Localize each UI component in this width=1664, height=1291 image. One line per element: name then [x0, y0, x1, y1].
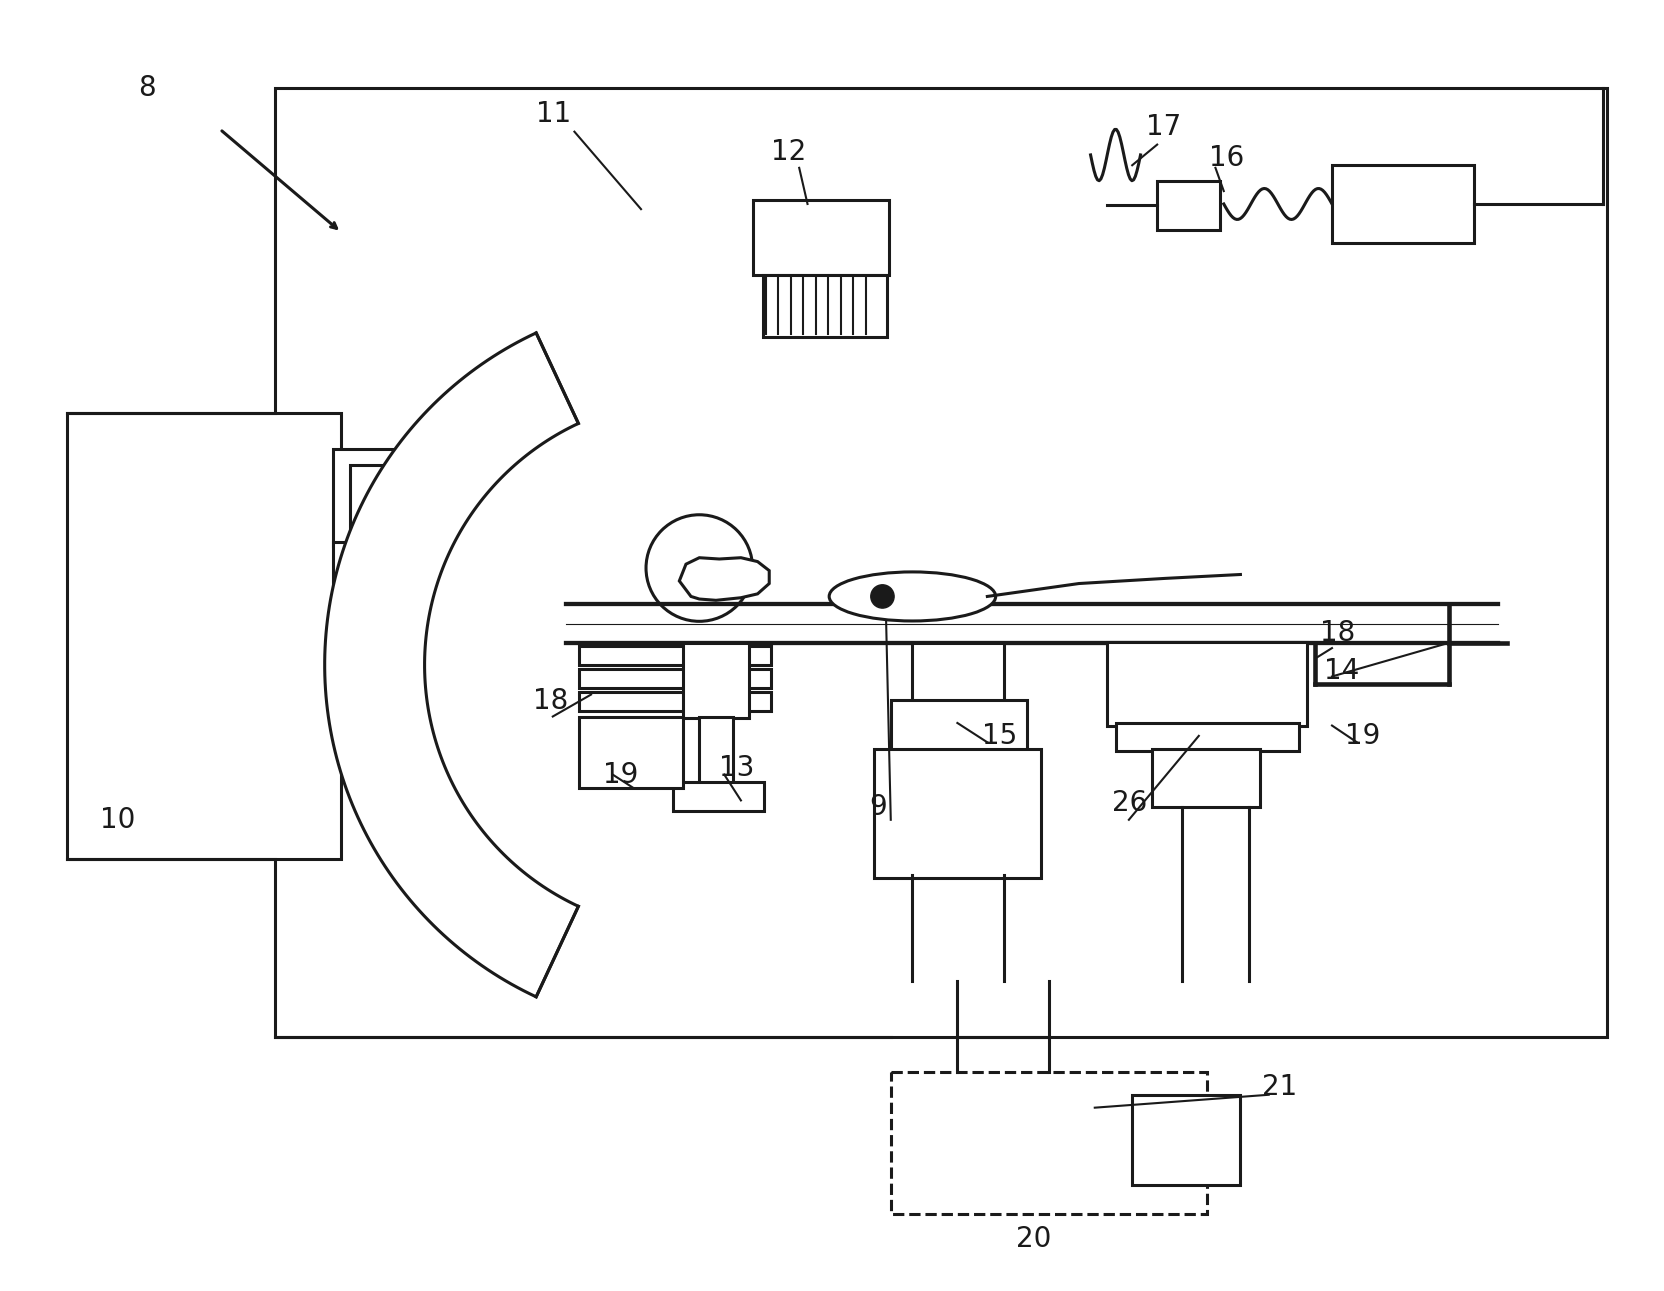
Bar	[579, 646, 770, 665]
Text: 18: 18	[1320, 618, 1354, 647]
Bar	[275, 88, 1606, 1037]
Bar	[752, 200, 889, 275]
Text: 9: 9	[869, 793, 887, 821]
Text: 20: 20	[1015, 1225, 1050, 1254]
Bar	[874, 749, 1040, 878]
Text: 16: 16	[1208, 143, 1243, 172]
Bar	[1132, 1095, 1240, 1185]
Text: 12: 12	[770, 138, 805, 167]
Text: 8: 8	[138, 74, 156, 102]
Polygon shape	[679, 558, 769, 600]
Text: 21: 21	[1261, 1073, 1296, 1101]
Bar	[333, 542, 408, 639]
Text: 11: 11	[536, 99, 571, 128]
Text: 17: 17	[1145, 112, 1180, 141]
Bar	[682, 643, 749, 718]
Bar	[1331, 165, 1473, 243]
Ellipse shape	[829, 572, 995, 621]
Bar	[1151, 749, 1260, 807]
Text: 15: 15	[982, 722, 1017, 750]
Bar	[579, 692, 770, 711]
Text: 19: 19	[1345, 722, 1379, 750]
Bar	[1115, 723, 1298, 751]
Bar	[67, 413, 341, 859]
Bar	[672, 782, 764, 811]
Circle shape	[870, 585, 894, 608]
Bar	[1107, 642, 1306, 726]
Bar	[1156, 181, 1220, 230]
Polygon shape	[324, 333, 577, 997]
Bar	[349, 465, 391, 633]
Text: 10: 10	[100, 806, 135, 834]
Text: 19: 19	[602, 760, 637, 789]
Bar	[699, 717, 732, 788]
Text: 18: 18	[532, 687, 567, 715]
Bar	[333, 449, 408, 546]
Bar	[579, 717, 682, 788]
Bar	[579, 669, 770, 688]
Bar	[890, 1072, 1206, 1214]
Text: 26: 26	[1112, 789, 1146, 817]
Bar	[762, 275, 887, 337]
Bar	[912, 643, 1003, 875]
Bar	[890, 700, 1027, 751]
Text: 14: 14	[1323, 657, 1358, 686]
Text: 13: 13	[719, 754, 754, 782]
